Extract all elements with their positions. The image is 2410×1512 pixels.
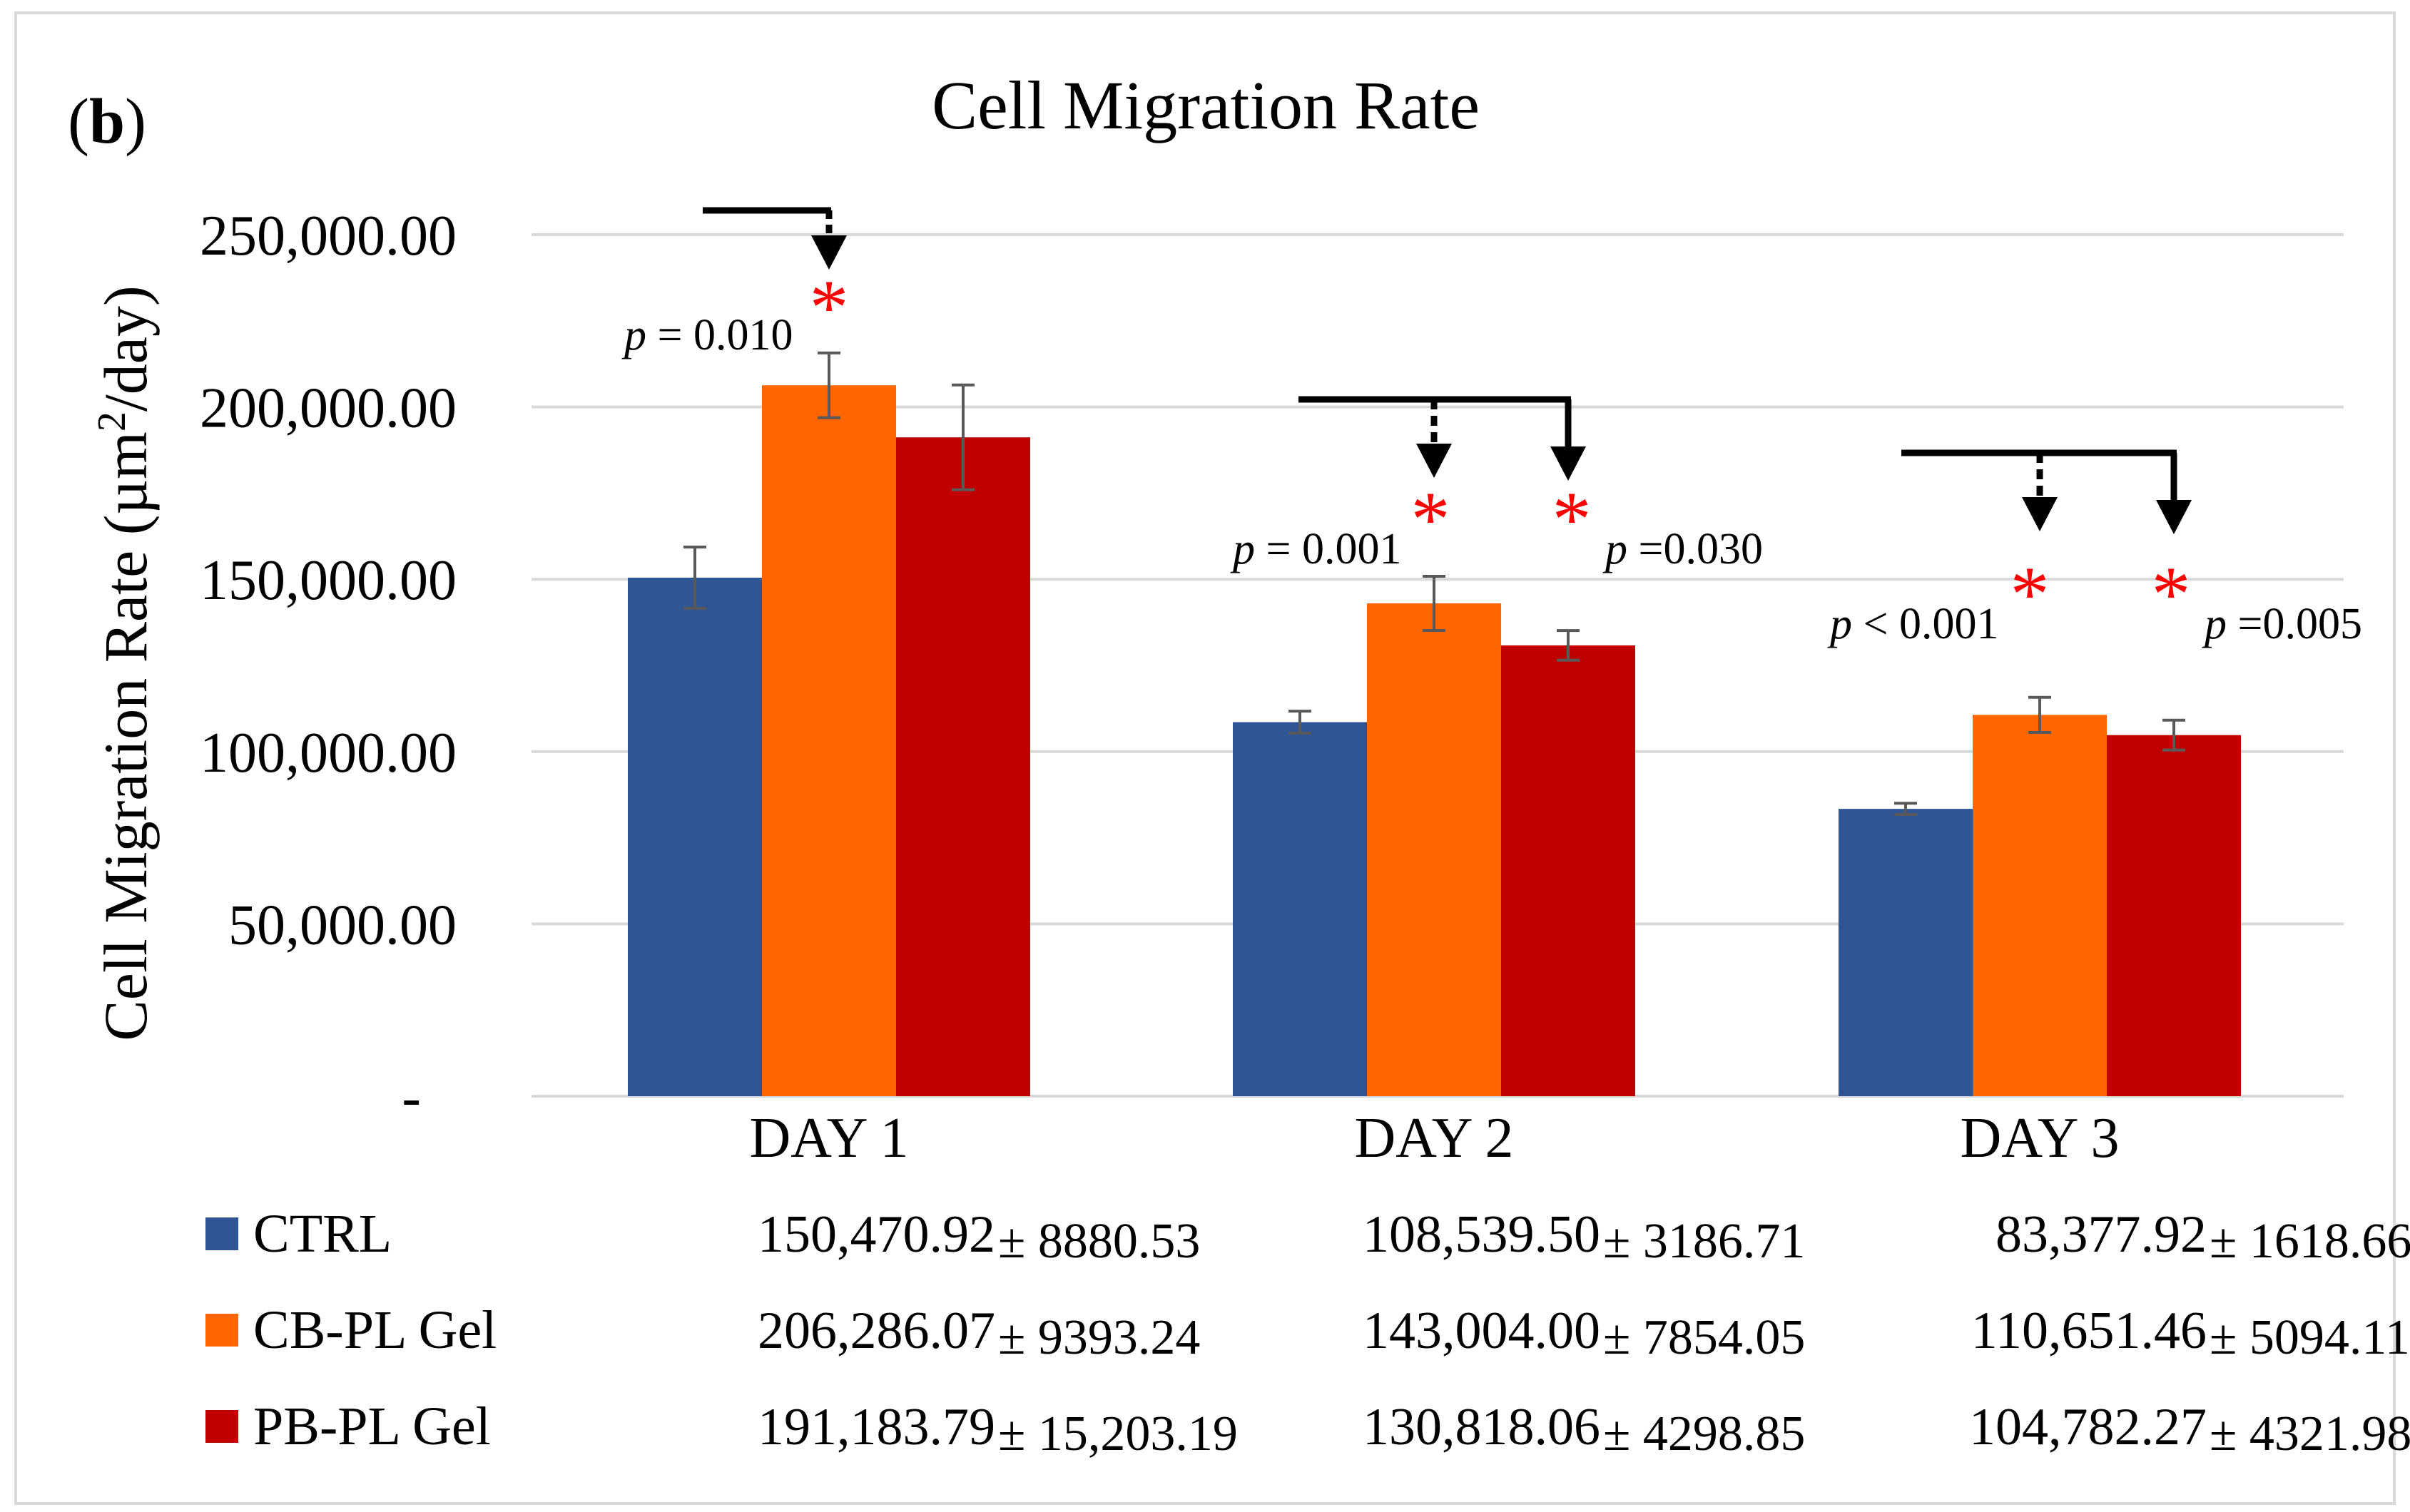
y-tick-label: 250,000.00 bbox=[200, 205, 457, 267]
y-axis-ticks: - 50,000.00 100,000.00 150,000.00 200,000.00… bbox=[200, 205, 457, 1129]
table-value: 104,782.27 bbox=[1969, 1398, 2207, 1456]
y-tick-label: 150,000.00 bbox=[200, 549, 457, 612]
bar bbox=[2107, 735, 2241, 1096]
panel-label: (b) bbox=[68, 86, 146, 157]
arrowhead bbox=[1550, 446, 1586, 481]
x-axis-categories: DAY 1 DAY 2 DAY 3 bbox=[749, 1107, 2119, 1170]
legend-swatch bbox=[205, 1410, 238, 1443]
bar bbox=[762, 385, 896, 1096]
arrowhead bbox=[1416, 444, 1452, 478]
legend-label: CTRL bbox=[253, 1204, 392, 1264]
significance-annotations: p = 0.010 *p = 0.001 * p =0.030*p < 0.001 * p… bbox=[621, 264, 2362, 648]
bar bbox=[1973, 715, 2107, 1096]
table-error: ± 3186.71 bbox=[1603, 1214, 1805, 1269]
chart-title: Cell Migration Rate bbox=[932, 67, 1480, 143]
significance-asterisk: * bbox=[1552, 476, 1592, 563]
error-bars bbox=[683, 351, 2185, 816]
x-tick-label: DAY 2 bbox=[1354, 1107, 1513, 1170]
arrowhead bbox=[811, 235, 847, 270]
legend-label: CB-PL Gel bbox=[253, 1300, 497, 1360]
y-tick-label: 100,000.00 bbox=[200, 722, 457, 785]
x-tick-label: DAY 1 bbox=[749, 1107, 908, 1170]
legend-label: PB-PL Gel bbox=[253, 1396, 491, 1456]
p-value-label: p = 0.001 bbox=[1230, 525, 1401, 573]
legend-swatch bbox=[205, 1217, 238, 1250]
y-axis-label: Cell Migration Rate (µm2/day) bbox=[90, 285, 160, 1041]
table-error: ± 9393.24 bbox=[998, 1310, 1200, 1365]
table-error: ± 7854.05 bbox=[1603, 1310, 1805, 1365]
p-value-label: p =0.005 bbox=[2202, 600, 2362, 648]
significance-asterisk: * bbox=[2010, 551, 2050, 638]
table-value: 143,004.00 bbox=[1363, 1302, 1600, 1360]
table-error: ± 15,203.19 bbox=[998, 1406, 1238, 1461]
table-error: ± 4298.85 bbox=[1603, 1406, 1805, 1461]
y-tick-label: 200,000.00 bbox=[200, 377, 457, 440]
table-value: 108,539.50 bbox=[1363, 1205, 1600, 1264]
p-value-label: p = 0.010 bbox=[621, 311, 793, 359]
significance-brackets bbox=[703, 207, 2192, 534]
table-value: 130,818.06 bbox=[1363, 1398, 1600, 1456]
table-value: 110,651.46 bbox=[1971, 1302, 2207, 1360]
arrowhead bbox=[2156, 500, 2192, 534]
bar bbox=[1367, 603, 1501, 1096]
significance-asterisk: * bbox=[810, 264, 849, 351]
legend-swatch bbox=[205, 1314, 238, 1347]
bar bbox=[896, 437, 1030, 1096]
significance-asterisk: * bbox=[1411, 476, 1450, 563]
bar bbox=[1839, 809, 1973, 1096]
table-error: ± 8880.53 bbox=[998, 1214, 1200, 1269]
data-table: CTRL 150,470.92 ± 8880.53 108,539.50 ± 3186.… bbox=[205, 1204, 2410, 1461]
table-value: 206,286.07 bbox=[758, 1302, 995, 1360]
table-value: 191,183.79 bbox=[758, 1398, 995, 1456]
table-error: ± 4321.98 bbox=[2210, 1406, 2410, 1461]
bar bbox=[1501, 645, 1635, 1096]
y-tick-label: - bbox=[402, 1066, 421, 1129]
p-value-label: p =0.030 bbox=[1602, 525, 1763, 573]
arrowhead bbox=[2022, 497, 2058, 531]
bar bbox=[1233, 722, 1367, 1096]
table-error: ± 1618.66 bbox=[2210, 1214, 2410, 1269]
y-tick-label: 50,000.00 bbox=[228, 894, 457, 956]
table-value: 83,377.92 bbox=[1995, 1205, 2207, 1264]
p-value-label: p < 0.001 bbox=[1827, 600, 1998, 648]
bar bbox=[628, 577, 762, 1096]
table-error: ± 5094.11 bbox=[2210, 1310, 2410, 1365]
table-value: 150,470.92 bbox=[758, 1205, 995, 1264]
significance-asterisk: * bbox=[2152, 551, 2191, 638]
x-tick-label: DAY 3 bbox=[1960, 1107, 2119, 1170]
bar-series bbox=[628, 385, 2241, 1096]
